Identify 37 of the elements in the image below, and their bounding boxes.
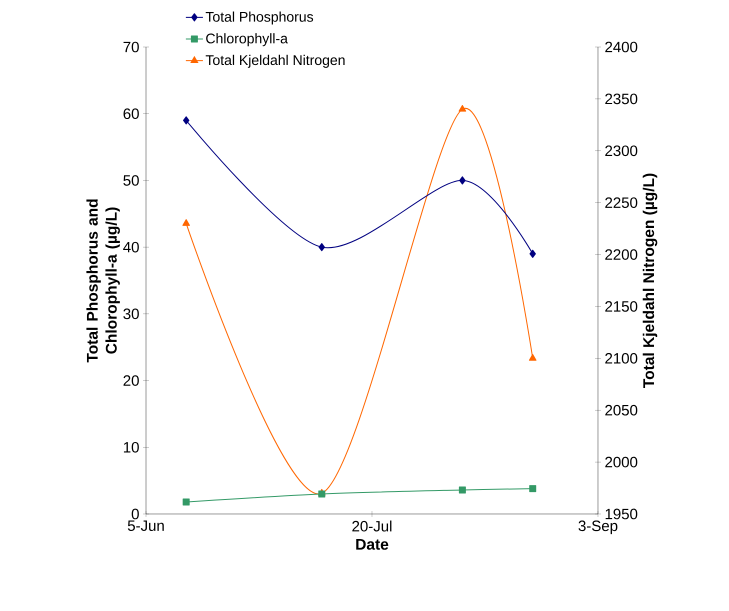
point — [318, 243, 325, 252]
y2-tick-label: 2100 — [605, 353, 638, 364]
legend-label: Total Kjeldahl Nitrogen — [206, 54, 345, 68]
y-tick-label: 20 — [124, 375, 139, 386]
point — [458, 104, 466, 112]
y2-tick-label: 2350 — [605, 94, 638, 104]
point — [182, 116, 190, 124]
y-tick-label: 70 — [124, 42, 139, 52]
y2-tick-label: 2400 — [605, 42, 638, 52]
y2-tick-label: 2200 — [605, 249, 638, 260]
x-tick-label: 5-Jun — [128, 520, 164, 531]
y-tick-label: 30 — [123, 308, 139, 320]
y2-tick-label: 2250 — [605, 197, 638, 208]
y2-tick-label: 2300 — [605, 145, 638, 156]
x-axis-title: Date — [356, 538, 388, 550]
legend-label: Total Phosphorus — [206, 12, 314, 25]
y-tick-label: 0 — [132, 508, 139, 520]
point — [182, 498, 190, 506]
y-axis-title: Total Phosphorus and Chlorophyll-a (µg/L) — [86, 199, 120, 362]
y-tick-label: 50 — [123, 175, 139, 186]
y2-tick-label: 2000 — [605, 456, 638, 468]
point — [529, 485, 536, 492]
legend-label: Chlorophyll-a — [206, 33, 288, 46]
x-tick-label: 20-Jul — [352, 520, 392, 532]
y-tick-label: 40 — [123, 242, 139, 252]
y2-tick-label: 2050 — [605, 404, 638, 416]
x-tick-label: 3-Sep — [578, 520, 618, 534]
y-tick-label: 60 — [124, 108, 139, 120]
point — [528, 354, 536, 361]
y-tick-label: 10 — [124, 442, 139, 453]
y2-axis-title: Total Kjeldahl Nitrogen (µg/L) — [642, 174, 658, 388]
y2-tick-label: 1950 — [606, 508, 638, 520]
point — [530, 250, 536, 258]
point — [182, 219, 190, 226]
point — [458, 486, 466, 494]
y2-tick-label: 2150 — [605, 301, 638, 312]
point — [459, 176, 466, 185]
